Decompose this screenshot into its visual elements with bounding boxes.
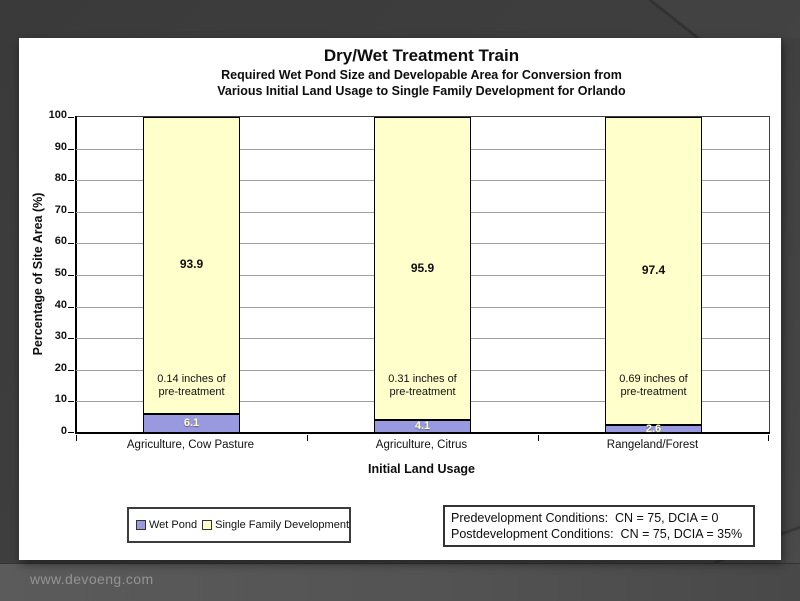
y-axis-tick xyxy=(68,117,74,118)
y-axis-label: 10 xyxy=(54,393,67,406)
bar-segment-wet-pond: 6.1 xyxy=(143,414,240,433)
y-axis-tick xyxy=(68,180,74,182)
chart-subtitle-line2: Various Initial Land Usage to Single Fam… xyxy=(217,84,626,98)
chart-legend: Wet Pond Single Family Development xyxy=(127,507,351,543)
bar-annotation: 0.14 inches of pre-treatment xyxy=(76,373,307,399)
x-axis-tick xyxy=(76,435,77,441)
y-axis-label: 70 xyxy=(54,203,67,216)
y-axis-tick xyxy=(68,275,74,276)
bar-value-label: 97.4 xyxy=(641,262,666,277)
slide: Dry/Wet Treatment Train Required Wet Pon… xyxy=(19,38,781,560)
conditions-box: Predevelopment Conditions: CN = 75, DCIA… xyxy=(443,505,755,547)
x-axis-tick xyxy=(538,435,539,441)
x-axis-line xyxy=(75,432,770,434)
y-axis-tick xyxy=(68,148,74,150)
y-axis-label: 0 xyxy=(60,425,67,437)
legend-swatch-wet-pond xyxy=(136,520,146,530)
bar-segment-single-family-development xyxy=(143,117,240,414)
y-axis-tick xyxy=(68,338,74,340)
bar-annotation-line: pre-treatment xyxy=(389,386,456,398)
x-axis-category-label: Agriculture, Cow Pasture xyxy=(126,439,255,451)
bar-segment-wet-pond: 4.1 xyxy=(374,420,471,433)
x-axis-title: Initial Land Usage xyxy=(368,462,475,476)
chart-title: Dry/Wet Treatment Train xyxy=(323,46,520,65)
footer-url-text: www.devoeng.com xyxy=(30,571,154,587)
y-axis-tick xyxy=(68,211,74,213)
y-axis-tick xyxy=(68,243,74,245)
bar-annotation-line: pre-treatment xyxy=(158,386,225,398)
conditions-line-predevelopment: Predevelopment Conditions: CN = 75, DCIA… xyxy=(451,511,719,525)
y-axis-label: 50 xyxy=(54,267,67,279)
y-axis-label: 90 xyxy=(54,140,67,153)
x-axis-tick xyxy=(768,435,769,441)
bar-column: 4.1 xyxy=(374,117,471,433)
bar-value-label: 93.9 xyxy=(179,257,204,272)
footer-bar xyxy=(0,563,800,601)
bar-column: 6.1 xyxy=(143,117,240,433)
x-axis-tick xyxy=(307,435,308,441)
chart-subtitle-line1: Required Wet Pond Size and Developable A… xyxy=(221,68,622,82)
legend-label: Wet Pond xyxy=(149,519,198,531)
x-axis-category-label: Agriculture, Citrus xyxy=(375,439,468,451)
y-axis-label: 80 xyxy=(54,172,67,185)
bar-annotation-line: pre-treatment xyxy=(620,386,687,398)
legend-swatch-single-family-development xyxy=(202,520,213,530)
y-axis-tick xyxy=(68,401,74,403)
bar-annotation: 0.31 inches of pre-treatment xyxy=(307,373,538,399)
y-axis-label: 40 xyxy=(54,298,67,311)
conditions-line-postdevelopment: Postdevelopment Conditions: CN = 75, DCI… xyxy=(451,527,743,541)
plot-area: 6.1 93.9 0.14 inches of pre-treatment 4.1 95.… xyxy=(68,116,770,441)
bar-segment-single-family-development xyxy=(605,117,702,425)
bar-column: 2.6 xyxy=(605,117,702,434)
x-axis-category-label: Rangeland/Forest xyxy=(606,439,699,451)
bar-value-label: 95.9 xyxy=(410,260,435,275)
y-axis-label: 30 xyxy=(54,330,67,343)
legend-item: Single Family Development xyxy=(202,519,349,531)
bar-annotation-line: 0.14 inches of xyxy=(157,373,226,385)
y-axis-tick xyxy=(68,369,74,371)
y-axis-tick xyxy=(68,306,74,308)
y-axis-label: 100 xyxy=(48,109,67,121)
bar-segment-single-family-development xyxy=(374,117,471,420)
y-axis-label: 20 xyxy=(54,361,67,374)
bar-annotation: 0.69 inches of pre-treatment xyxy=(538,373,769,399)
bar-annotation-line: 0.31 inches of xyxy=(388,373,457,385)
y-axis-label: 60 xyxy=(54,235,67,248)
bar-annotation-line: 0.69 inches of xyxy=(619,373,688,385)
legend-label: Single Family Development xyxy=(215,519,349,531)
bar-segment-wet-pond: 2.6 xyxy=(605,423,702,434)
y-axis-tick xyxy=(68,432,74,433)
legend-item: Wet Pond xyxy=(136,519,197,531)
